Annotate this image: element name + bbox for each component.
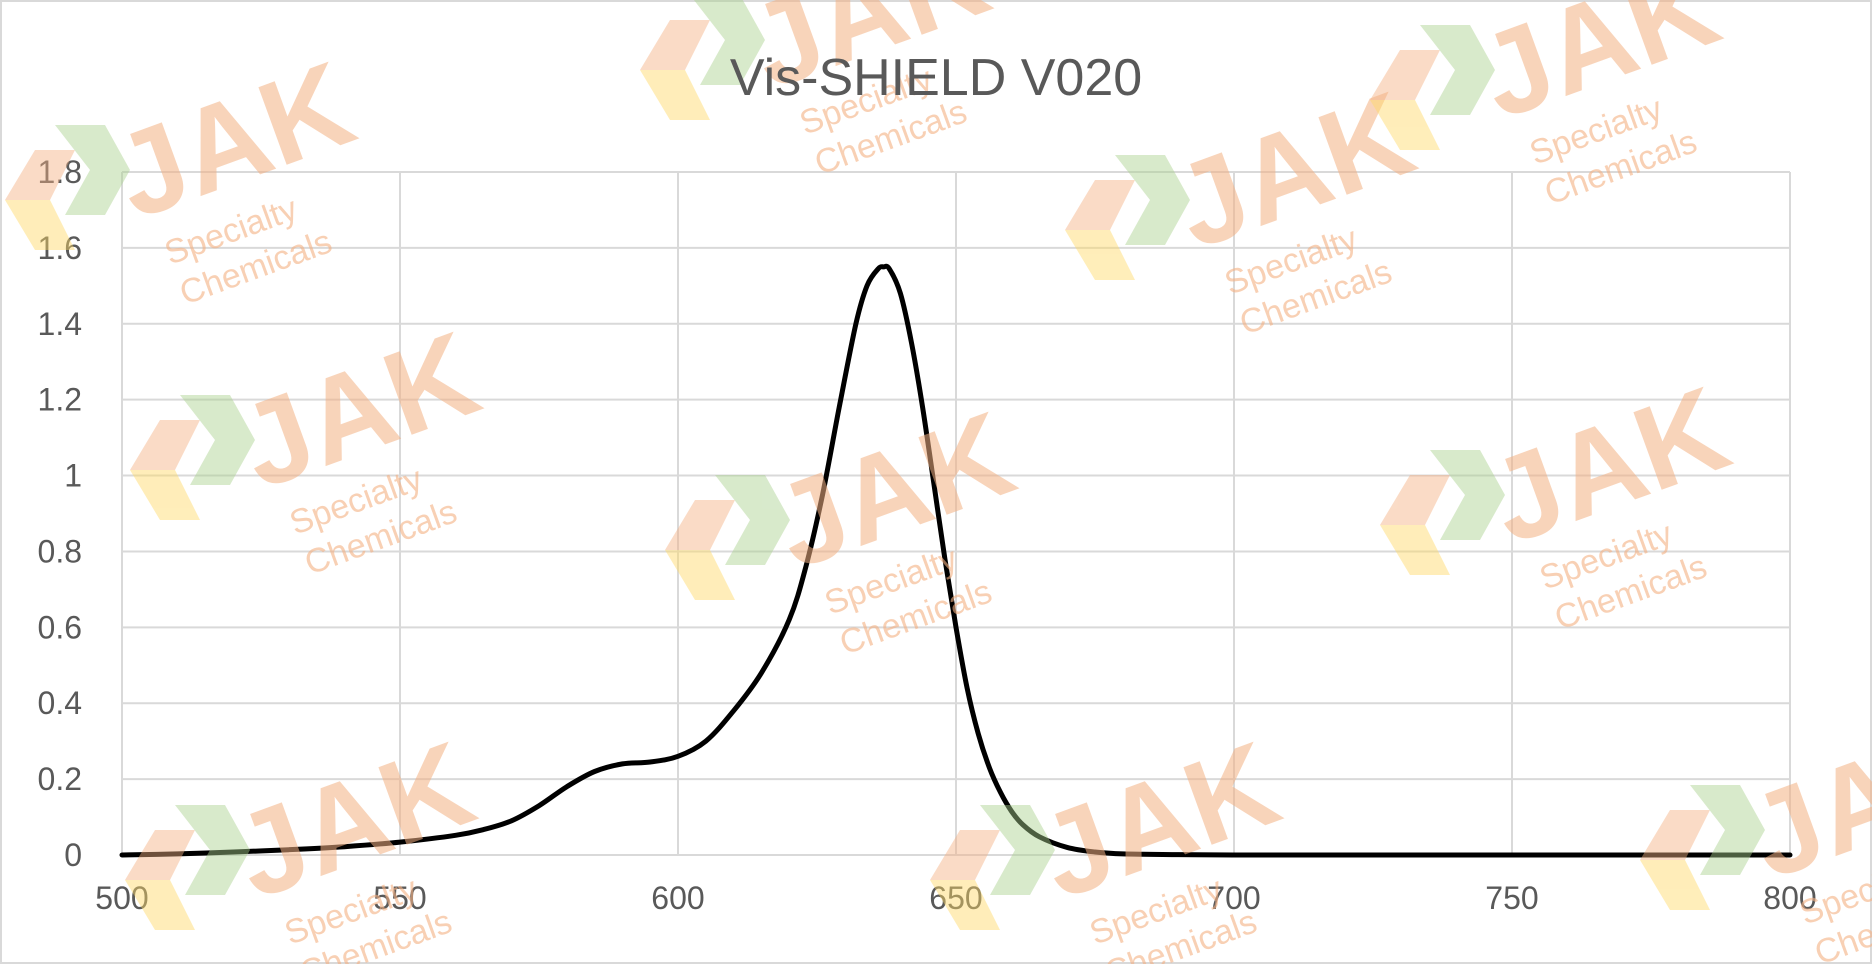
jak-logo-icon — [665, 475, 790, 600]
watermark-layer: JAKSpecialtyChemicalsJAKSpecialtyChemica… — [5, 0, 1872, 964]
jak-logo-icon — [1065, 155, 1190, 280]
y-tick-label: 0.6 — [38, 609, 82, 645]
jak-logo-icon — [1640, 785, 1765, 910]
jak-logo-icon — [125, 805, 250, 930]
x-tick-label: 700 — [1207, 880, 1260, 916]
jak-logo-icon — [930, 805, 1055, 930]
grid — [121, 171, 1791, 856]
jak-logo-icon — [1370, 25, 1495, 150]
y-tick-label: 0.4 — [38, 685, 82, 721]
series-layer — [119, 263, 1793, 858]
x-tick-label: 800 — [1763, 880, 1816, 916]
y-tick-label: 1 — [64, 458, 82, 494]
y-tick-label: 1.6 — [38, 230, 82, 266]
x-tick-label: 500 — [95, 880, 148, 916]
jak-logo-icon — [130, 395, 255, 520]
x-tick-label: 650 — [929, 880, 982, 916]
x-tick-label: 750 — [1485, 880, 1538, 916]
jak-logo-icon — [5, 125, 130, 250]
y-tick-label: 1.4 — [38, 306, 82, 342]
jak-logo-icon — [640, 0, 765, 120]
y-tick-label: 0.2 — [38, 761, 82, 797]
x-tick-label: 600 — [651, 880, 704, 916]
chart-title: Vis-SHIELD V020 — [730, 49, 1142, 107]
y-tick-label: 0.8 — [38, 533, 82, 569]
y-tick-label: 1.2 — [38, 382, 82, 418]
watermark-brand: JAK — [1733, 696, 1872, 904]
y-tick-label: 0 — [64, 837, 82, 873]
jak-logo-icon — [1380, 450, 1505, 575]
x-tick-label: 550 — [373, 880, 426, 916]
y-tick-label: 1.8 — [38, 154, 82, 190]
series-line — [119, 263, 1793, 858]
tick-labels: 0 0.2 0.4 0.6 0.8 1 1.2 1.4 1.6 1.8 500 550 600 650 70… — [38, 154, 1817, 916]
